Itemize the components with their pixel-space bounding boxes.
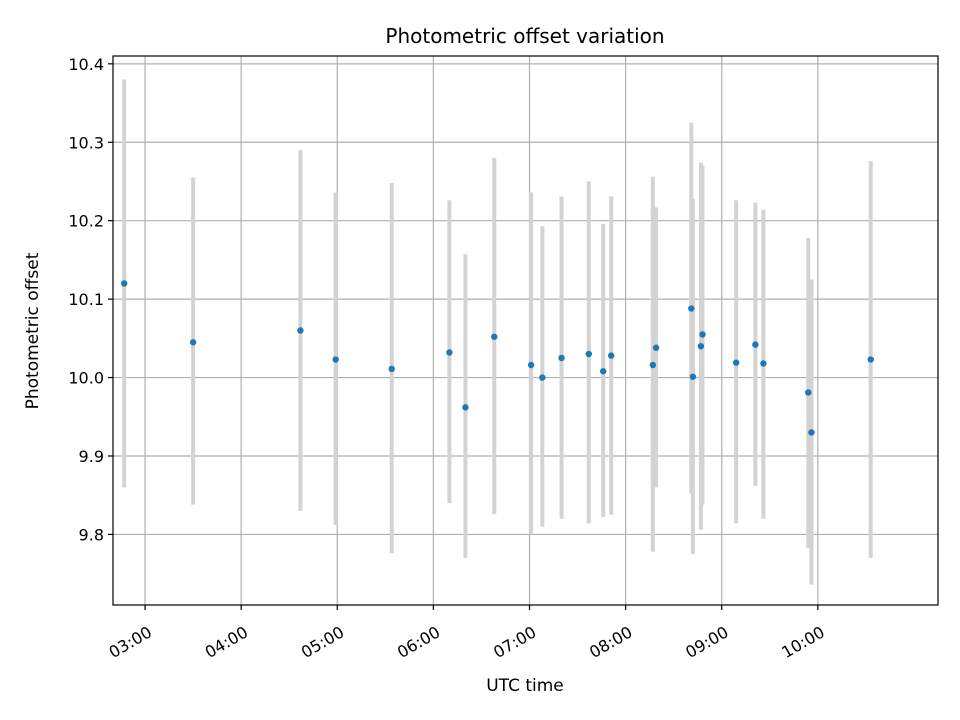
data-point	[867, 356, 874, 363]
data-point	[462, 404, 469, 411]
y-tick-label: 9.8	[79, 525, 104, 544]
y-tick-label: 10.4	[68, 55, 104, 74]
data-point	[585, 350, 592, 358]
x-axis-title: UTC time	[486, 676, 564, 696]
data-point	[189, 339, 197, 346]
data-point	[332, 356, 339, 363]
data-point	[491, 333, 498, 340]
data-point	[808, 429, 815, 436]
chart-title: Photometric offset variation	[385, 24, 664, 48]
data-point	[297, 327, 304, 334]
data-point	[732, 359, 740, 366]
y-tick-label: 10.3	[68, 133, 104, 152]
data-point	[649, 361, 657, 369]
data-point	[608, 352, 615, 359]
data-point	[760, 360, 767, 367]
data-point	[652, 344, 660, 351]
data-point	[558, 354, 565, 362]
data-point	[752, 341, 759, 348]
y-tick-label: 10.1	[68, 290, 104, 309]
plot-area-frame	[112, 55, 939, 606]
y-tick-label: 9.9	[79, 447, 104, 466]
data-point	[805, 389, 812, 396]
data-point	[527, 361, 535, 369]
y-tick-label: 10.0	[68, 369, 104, 388]
data-point	[688, 305, 695, 312]
data-point	[446, 349, 453, 356]
data-point	[599, 368, 607, 375]
y-axis-title: Photometric offset	[23, 252, 43, 409]
data-points	[121, 280, 874, 436]
data-point	[121, 280, 128, 287]
data-point	[689, 373, 697, 380]
data-point	[699, 331, 706, 338]
data-point	[388, 365, 395, 373]
data-point	[539, 374, 546, 381]
y-tick-label: 10.2	[68, 212, 104, 231]
data-point	[697, 342, 705, 350]
y-axis: 9.8 9.9 10.0 10.1 10.2 10.3 10.4	[68, 55, 113, 544]
